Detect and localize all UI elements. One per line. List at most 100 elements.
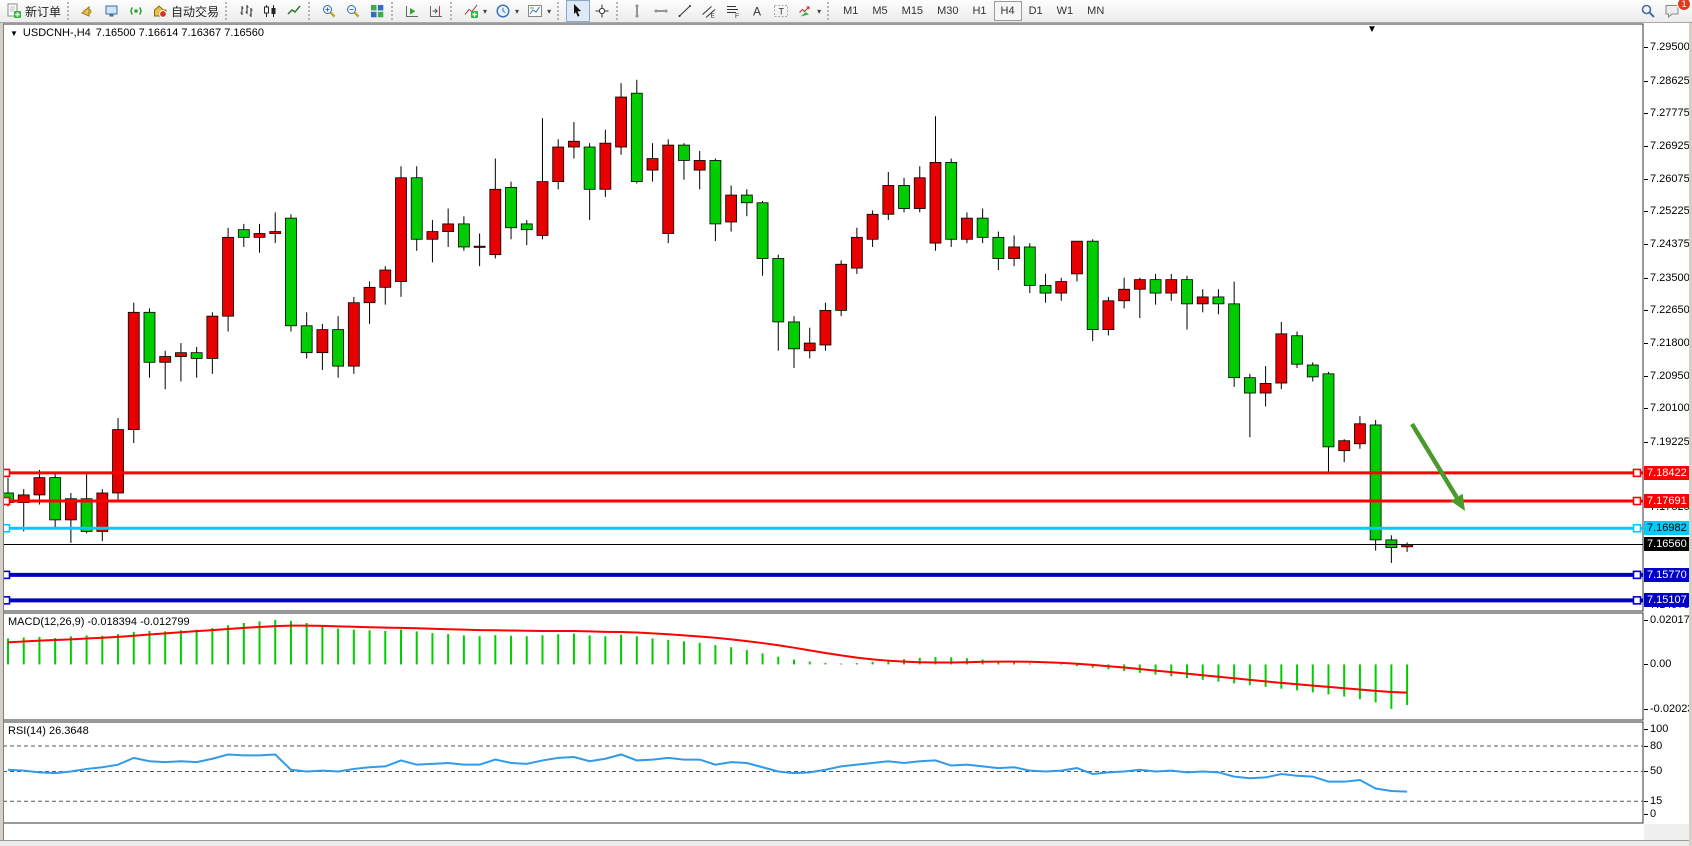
templates-button[interactable]: ▾ [523, 0, 555, 22]
signals-icon-button[interactable] [124, 0, 148, 22]
dropdown-caret-icon[interactable]: ▾ [483, 6, 488, 16]
panel-frame [2, 612, 1644, 721]
candle-body [1338, 440, 1351, 452]
window-right-edge [1689, 23, 1692, 846]
candle-body [1102, 300, 1115, 331]
candle-body [709, 160, 722, 225]
rsi-indicator-label: RSI(14) 26.3648 [8, 725, 89, 737]
indicators-button[interactable]: ▾ [459, 0, 491, 22]
line-chart-button[interactable] [282, 0, 306, 22]
timeframe-button-h1[interactable]: H1 [972, 5, 987, 17]
candle-body [945, 161, 958, 240]
timeframe-button-w1[interactable]: W1 [1056, 5, 1074, 17]
trend-arrow-head[interactable] [1450, 493, 1465, 511]
macd-name: MACD(12,26,9) [8, 616, 85, 628]
search-button[interactable] [1636, 0, 1660, 22]
rsi-value: 26.3648 [48, 725, 89, 737]
chart-shift-icon [428, 3, 444, 19]
timeframe-button-m15[interactable]: M15 [901, 5, 924, 17]
channel-button[interactable]: E [697, 0, 721, 22]
line-handle[interactable] [1632, 496, 1642, 506]
chart-window[interactable]: ▼ USDCNH-,H4 7.16500 7.16614 7.16367 7.1… [0, 23, 1692, 846]
axis-tick-label: 0.020174 [1650, 614, 1692, 626]
candle-body [520, 223, 533, 231]
new-order-icon [6, 3, 22, 19]
candle-body [159, 356, 172, 363]
candle-body [1071, 240, 1083, 275]
periods-button[interactable]: ▾ [491, 0, 523, 22]
rsi-layer [3, 745, 1643, 802]
axis-tick-label: 7.26075 [1650, 173, 1690, 185]
candle-body [1118, 288, 1131, 302]
symbol-dropdown-arrow[interactable]: ▼ [10, 28, 18, 38]
timeframe-button-d1[interactable]: D1 [1028, 5, 1043, 17]
vertical-line-button[interactable] [625, 0, 649, 22]
candle-body [772, 258, 785, 323]
line-handle[interactable] [1632, 570, 1642, 580]
text-label-button[interactable]: T [769, 0, 793, 22]
text-button[interactable]: A [745, 0, 769, 22]
alerts-icon-button[interactable] [76, 0, 100, 22]
dropdown-caret-icon[interactable]: ▾ [817, 6, 822, 16]
svg-text:T: T [779, 7, 785, 17]
timeframe-button-mn[interactable]: MN [1087, 5, 1105, 17]
candle-body [237, 229, 250, 238]
candlestick-chart-icon [262, 3, 278, 19]
notifications-button[interactable]: 1 [1660, 0, 1691, 22]
axis-tick-label: 50 [1650, 765, 1663, 777]
dropdown-caret-icon[interactable]: ▾ [515, 6, 520, 16]
zoom-in-button[interactable] [317, 0, 341, 22]
trendline-button[interactable] [673, 0, 697, 22]
candle-body [143, 311, 156, 363]
new-order-button[interactable]: 新订单 [2, 0, 65, 22]
chart-shift-button[interactable] [424, 0, 448, 22]
candle-body [568, 140, 580, 148]
candle-body [489, 188, 502, 256]
fibonacci-button[interactable]: F [721, 0, 745, 22]
auto-scroll-icon [404, 3, 420, 19]
chart-canvas[interactable] [0, 23, 1692, 846]
axis-tick-label: 7.24375 [1650, 238, 1690, 250]
axis-tick-mark [1644, 244, 1648, 245]
crosshair-icon [594, 3, 610, 19]
timeframe-button-m1[interactable]: M1 [843, 5, 859, 17]
price-line-flag: 7.17691 [1644, 494, 1692, 508]
candle-body [882, 185, 895, 215]
timeframe-button-m5[interactable]: M5 [872, 5, 888, 17]
candle-body [300, 325, 313, 354]
zoom-out-button[interactable] [341, 0, 365, 22]
candle-body [395, 177, 407, 282]
candlestick-chart-button[interactable] [258, 0, 282, 22]
templates-icon [527, 3, 543, 19]
cursor-button[interactable] [566, 0, 591, 22]
line-handle[interactable] [1632, 523, 1642, 533]
candle-body [961, 217, 973, 240]
arrows-button[interactable]: ▾ [793, 0, 825, 22]
timeframe-button-m30[interactable]: M30 [937, 5, 959, 17]
terminal-icon-button[interactable] [100, 0, 124, 22]
horizontal-line-icon [653, 3, 669, 19]
axis-tick-mark [1644, 771, 1648, 772]
alerts-icon-icon [80, 3, 96, 19]
crosshair-button[interactable] [590, 0, 614, 22]
line-handle[interactable] [1632, 468, 1642, 478]
axis-tick-label: -0.020231 [1650, 703, 1692, 715]
candle-body [1023, 246, 1036, 286]
svg-text:E: E [711, 13, 716, 20]
candle-body [269, 231, 282, 234]
auto-scroll-button[interactable] [400, 0, 424, 22]
candle-body [646, 158, 659, 171]
candle-body [253, 233, 266, 238]
candle-body [1306, 364, 1319, 378]
candle-body [1212, 296, 1225, 305]
timeframe-button-h4[interactable]: H4 [993, 1, 1022, 21]
dropdown-caret-icon[interactable]: ▾ [547, 6, 552, 16]
horizontal-line-button[interactable] [649, 0, 673, 22]
trend-arrow-object[interactable] [1410, 422, 1459, 499]
autotrading-button[interactable]: 自动交易 [148, 0, 223, 22]
tile-windows-button[interactable] [365, 0, 389, 22]
line-handle[interactable] [1632, 596, 1642, 605]
bar-chart-button[interactable] [234, 0, 258, 22]
candle-body [80, 498, 93, 532]
